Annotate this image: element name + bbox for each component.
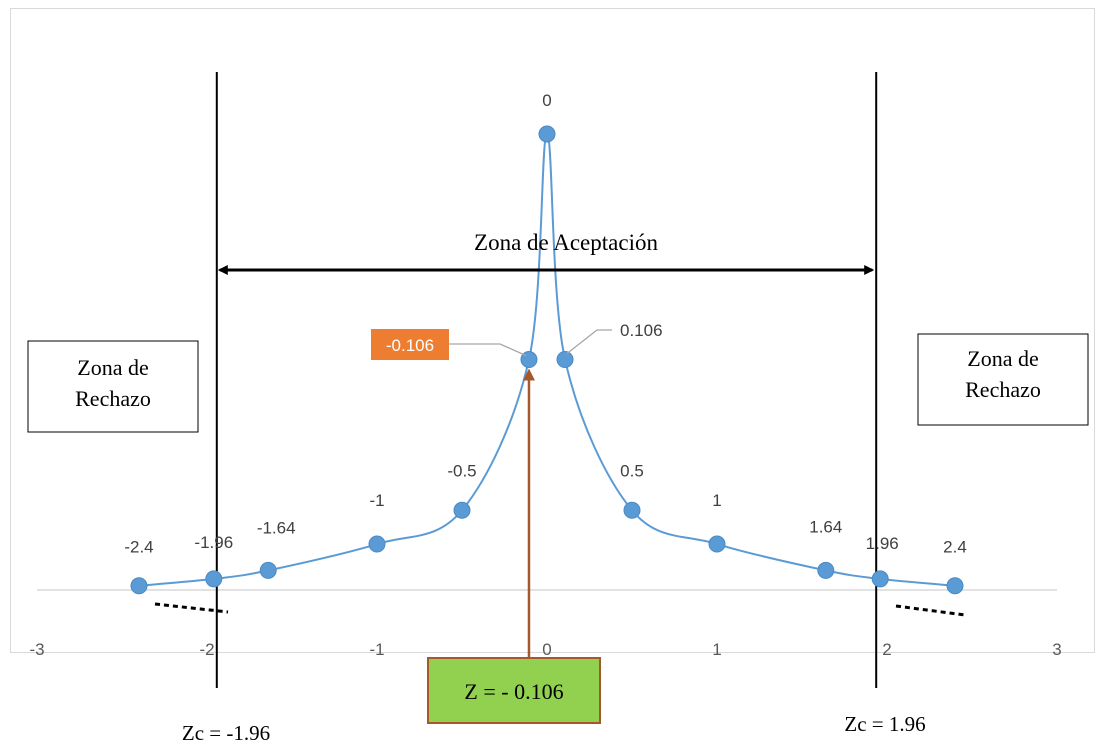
data-label: -2.4 [124, 538, 153, 557]
z-value-box [427, 657, 601, 724]
x-tick-label: 2 [882, 640, 891, 659]
data-point [538, 125, 556, 143]
data-label: -1 [369, 491, 384, 510]
x-tick-label: 1 [712, 640, 721, 659]
data-point [946, 577, 964, 595]
data-point [453, 501, 471, 519]
hatch-left [154, 602, 229, 614]
x-tick-label: -3 [29, 640, 44, 659]
x-tick-label: 0 [542, 640, 551, 659]
rejection-zone-right-line2: Rechazo [965, 377, 1041, 402]
data-point [368, 535, 386, 553]
callout-box-neg [371, 329, 449, 360]
rejection-zone-right-box [917, 333, 1089, 426]
data-label-callout-pos: 0.106 [620, 321, 663, 340]
data-point [871, 570, 889, 588]
callout-leader-neg [449, 343, 527, 357]
data-point [205, 570, 223, 588]
data-point [623, 501, 641, 519]
callout-leader-pos [566, 329, 612, 355]
x-tick-label: 3 [1052, 640, 1061, 659]
rejection-zone-left-line1: Zona de [77, 355, 148, 380]
data-label: -0.5 [447, 461, 476, 480]
chart-frame [10, 8, 1095, 653]
x-tick-label: -1 [369, 640, 384, 659]
rejection-zone-right-line1: Zona de [967, 346, 1038, 371]
hatch-right [895, 604, 966, 617]
z-value-box-label: Z = - 0.106 [464, 679, 563, 704]
x-tick-label: -2 [199, 640, 214, 659]
data-label: 0 [542, 91, 551, 110]
data-point [708, 535, 726, 553]
data-label: -1.96 [194, 533, 233, 552]
data-label: 0.5 [620, 461, 644, 480]
rejection-zone-left-box [27, 340, 199, 433]
data-label: 1.96 [866, 534, 899, 553]
critical-value-left-label: Zc = -1.96 [182, 721, 270, 745]
data-point [556, 351, 574, 369]
acceptance-zone-label: Zona de Aceptación [474, 230, 658, 255]
data-point [817, 561, 835, 579]
data-label: -1.64 [257, 518, 296, 537]
data-point [130, 577, 148, 595]
data-label: 1.64 [809, 517, 842, 536]
rejection-zone-left-line2: Rechazo [75, 386, 151, 411]
data-label: 2.4 [943, 538, 967, 557]
critical-value-right-label: Zc = 1.96 [844, 712, 925, 736]
data-label-callout-neg: -0.106 [386, 336, 434, 355]
data-point [259, 561, 277, 579]
data-label: 1 [712, 491, 721, 510]
